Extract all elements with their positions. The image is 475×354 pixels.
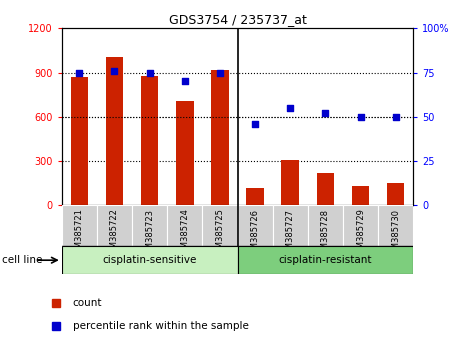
Text: GSM385730: GSM385730: [391, 209, 400, 259]
Point: [392, 114, 399, 120]
Text: cisplatin-sensitive: cisplatin-sensitive: [103, 255, 197, 265]
Point: [322, 110, 329, 116]
Text: count: count: [73, 298, 102, 308]
Bar: [105, 57, 124, 205]
Text: GSM385729: GSM385729: [356, 209, 365, 259]
Bar: [238, 246, 413, 274]
Point: [111, 68, 118, 74]
Bar: [141, 75, 158, 205]
Bar: [167, 205, 202, 246]
Bar: [352, 186, 369, 205]
Bar: [62, 205, 97, 246]
Text: GSM385723: GSM385723: [145, 209, 154, 259]
Bar: [343, 205, 378, 246]
Point: [251, 121, 259, 127]
Bar: [176, 101, 194, 205]
Bar: [202, 205, 238, 246]
Bar: [62, 246, 238, 274]
Text: GSM385721: GSM385721: [75, 209, 84, 259]
Bar: [247, 188, 264, 205]
Title: GDS3754 / 235737_at: GDS3754 / 235737_at: [169, 13, 306, 26]
Bar: [238, 205, 273, 246]
Text: GSM385722: GSM385722: [110, 209, 119, 259]
Text: GSM385724: GSM385724: [180, 209, 189, 259]
Bar: [132, 205, 167, 246]
Point: [76, 70, 83, 75]
Bar: [281, 160, 299, 205]
Bar: [71, 77, 88, 205]
Bar: [97, 205, 132, 246]
Text: GSM385726: GSM385726: [251, 209, 259, 259]
Point: [286, 105, 294, 111]
Bar: [308, 205, 343, 246]
Point: [181, 79, 189, 84]
Bar: [378, 205, 413, 246]
Bar: [211, 70, 228, 205]
Point: [216, 70, 224, 75]
Text: GSM385725: GSM385725: [216, 209, 224, 259]
Text: percentile rank within the sample: percentile rank within the sample: [73, 321, 248, 331]
Bar: [387, 183, 404, 205]
Text: GSM385727: GSM385727: [286, 209, 294, 259]
Point: [357, 114, 364, 120]
Point: [146, 70, 153, 75]
Text: GSM385728: GSM385728: [321, 209, 330, 259]
Text: cisplatin-resistant: cisplatin-resistant: [279, 255, 372, 265]
Bar: [273, 205, 308, 246]
Text: cell line: cell line: [2, 255, 43, 265]
Bar: [316, 173, 334, 205]
